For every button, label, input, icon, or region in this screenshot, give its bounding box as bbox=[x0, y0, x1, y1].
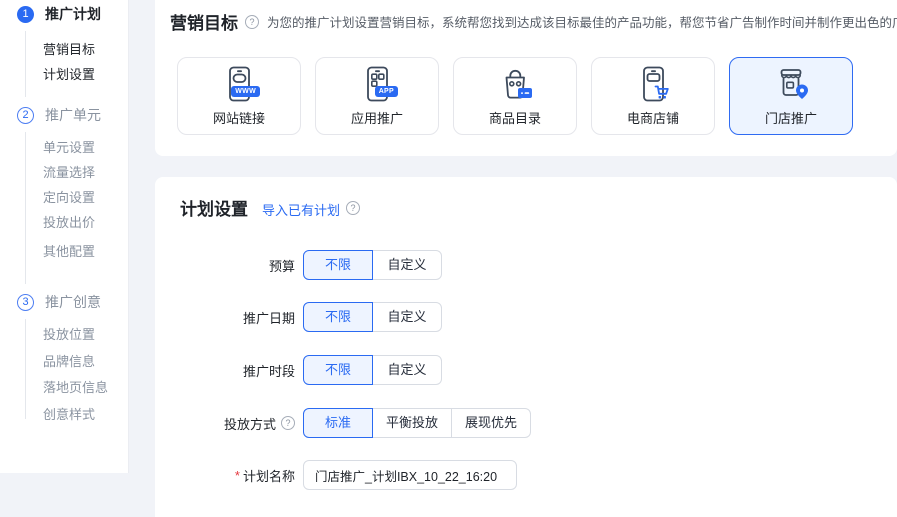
goal-card-list: WWW 网站链接 APP 应用推广 bbox=[177, 57, 853, 135]
promotion-time-option-custom[interactable]: 自定义 bbox=[372, 355, 442, 385]
goal-card-label: 电商店铺 bbox=[626, 111, 679, 126]
step-3-label: 推广创意 bbox=[45, 294, 101, 310]
step-3-number-icon: 3 bbox=[17, 293, 34, 311]
marketing-goal-description: 为您的推广计划设置营销目标，系统帮您找到达成该目标最佳的产品功能，帮您节省广告制… bbox=[267, 16, 897, 30]
step-connector-line bbox=[25, 132, 26, 284]
goal-card-app-promotion[interactable]: APP 应用推广 bbox=[315, 57, 439, 135]
promotion-time-row: 推广时段 不限 自定义 bbox=[155, 355, 442, 385]
required-asterisk: * bbox=[234, 467, 240, 483]
goal-card-product-catalog[interactable]: 商品目录 bbox=[453, 57, 577, 135]
plan-settings-header: 计划设置 导入已有计划 ? bbox=[180, 195, 361, 220]
sidebar-item-brand-info[interactable]: 品牌信息 bbox=[43, 354, 96, 369]
goal-card-store-promotion[interactable]: 门店推广 bbox=[729, 57, 853, 135]
delivery-mode-label: 投放方式 ? bbox=[155, 408, 295, 438]
goal-card-label: 应用推广 bbox=[350, 111, 403, 126]
goal-card-label: 商品目录 bbox=[488, 111, 541, 126]
sidebar-item-bidding[interactable]: 投放出价 bbox=[43, 215, 96, 230]
promotion-date-label: 推广日期 bbox=[242, 310, 295, 326]
plan-name-input[interactable] bbox=[303, 460, 517, 490]
step-1-campaign[interactable]: 1 推广计划 bbox=[17, 5, 101, 23]
step-1-label: 推广计划 bbox=[45, 6, 101, 22]
promotion-date-option-custom[interactable]: 自定义 bbox=[372, 302, 442, 332]
www-badge: WWW bbox=[231, 86, 260, 97]
budget-option-unlimited[interactable]: 不限 bbox=[303, 250, 373, 280]
help-icon[interactable]: ? bbox=[346, 200, 361, 215]
app-promotion-icon: APP bbox=[353, 65, 401, 105]
sidebar-item-traffic-selection[interactable]: 流量选择 bbox=[43, 165, 96, 180]
sidebar-item-unit-settings[interactable]: 单元设置 bbox=[43, 140, 96, 155]
step-connector-line bbox=[25, 31, 26, 97]
sidebar-item-marketing-goal[interactable]: 营销目标 bbox=[43, 42, 96, 57]
goal-card-label: 门店推广 bbox=[764, 111, 817, 126]
sidebar-item-landing-page-info[interactable]: 落地页信息 bbox=[43, 380, 109, 395]
budget-label: 预算 bbox=[268, 258, 295, 274]
promotion-time-label: 推广时段 bbox=[242, 363, 295, 379]
plan-name-row: * 计划名称 bbox=[155, 460, 517, 490]
goal-card-label: 网站链接 bbox=[212, 111, 265, 126]
step-connector-line bbox=[25, 319, 26, 419]
delivery-mode-option-standard[interactable]: 标准 bbox=[303, 408, 373, 438]
marketing-goal-header: 营销目标 ? 为您的推广计划设置营销目标，系统帮您找到达成该目标最佳的产品功能，… bbox=[170, 9, 897, 34]
delivery-mode-label-text: 投放方式 bbox=[223, 416, 276, 432]
plan-name-label: * 计划名称 bbox=[155, 460, 295, 490]
campaign-steps-sidebar: 1 推广计划 营销目标 计划设置 2 推广单元 单元设置 流量选择 定向设置 投… bbox=[0, 0, 129, 473]
step-2-label: 推广单元 bbox=[45, 107, 101, 123]
import-existing-plan-link[interactable]: 导入已有计划 bbox=[262, 203, 341, 218]
plan-settings-title: 计划设置 bbox=[180, 200, 248, 219]
promotion-date-segmented-control: 不限 自定义 bbox=[303, 302, 442, 332]
delivery-mode-segmented-control: 标准 平衡投放 展现优先 bbox=[303, 408, 532, 438]
help-icon[interactable]: ? bbox=[281, 416, 295, 430]
sidebar-item-other-config[interactable]: 其他配置 bbox=[43, 244, 96, 259]
sidebar-item-placement[interactable]: 投放位置 bbox=[43, 327, 96, 342]
marketing-goal-title: 营销目标 bbox=[170, 14, 238, 33]
step-3-creative[interactable]: 3 推广创意 bbox=[17, 293, 101, 311]
sidebar-item-plan-settings[interactable]: 计划设置 bbox=[43, 67, 96, 82]
app-badge: APP bbox=[374, 86, 398, 97]
step-1-number-icon: 1 bbox=[17, 5, 34, 23]
delivery-mode-option-impression-first[interactable]: 展现优先 bbox=[451, 408, 532, 438]
store-promotion-icon bbox=[767, 65, 815, 105]
promotion-date-row: 推广日期 不限 自定义 bbox=[155, 302, 442, 332]
marketing-goal-panel: 营销目标 ? 为您的推广计划设置营销目标，系统帮您找到达成该目标最佳的产品功能，… bbox=[155, 0, 897, 156]
delivery-mode-option-balanced[interactable]: 平衡投放 bbox=[372, 408, 453, 438]
ecommerce-shop-icon bbox=[629, 65, 677, 105]
step-2-number-icon: 2 bbox=[17, 106, 34, 124]
budget-option-custom[interactable]: 自定义 bbox=[372, 250, 442, 280]
promotion-time-segmented-control: 不限 自定义 bbox=[303, 355, 442, 385]
product-catalog-icon bbox=[491, 65, 539, 105]
plan-name-label-text: 计划名称 bbox=[242, 468, 295, 484]
goal-card-website-link[interactable]: WWW 网站链接 bbox=[177, 57, 301, 135]
sidebar-item-targeting-settings[interactable]: 定向设置 bbox=[43, 190, 96, 205]
goal-card-ecommerce-shop[interactable]: 电商店铺 bbox=[591, 57, 715, 135]
budget-segmented-control: 不限 自定义 bbox=[303, 250, 442, 280]
budget-row: 预算 不限 自定义 bbox=[155, 250, 442, 280]
help-icon[interactable]: ? bbox=[245, 14, 259, 29]
website-link-icon: WWW bbox=[215, 65, 263, 105]
sidebar-item-creative-style[interactable]: 创意样式 bbox=[43, 407, 96, 422]
plan-settings-panel: 计划设置 导入已有计划 ? 预算 不限 自定义 推广日期 不限 自定义 推广时段… bbox=[155, 177, 897, 517]
delivery-mode-row: 投放方式 ? 标准 平衡投放 展现优先 bbox=[155, 408, 532, 438]
step-2-ad-unit[interactable]: 2 推广单元 bbox=[17, 106, 101, 124]
promotion-date-option-unlimited[interactable]: 不限 bbox=[303, 302, 373, 332]
promotion-time-option-unlimited[interactable]: 不限 bbox=[303, 355, 373, 385]
